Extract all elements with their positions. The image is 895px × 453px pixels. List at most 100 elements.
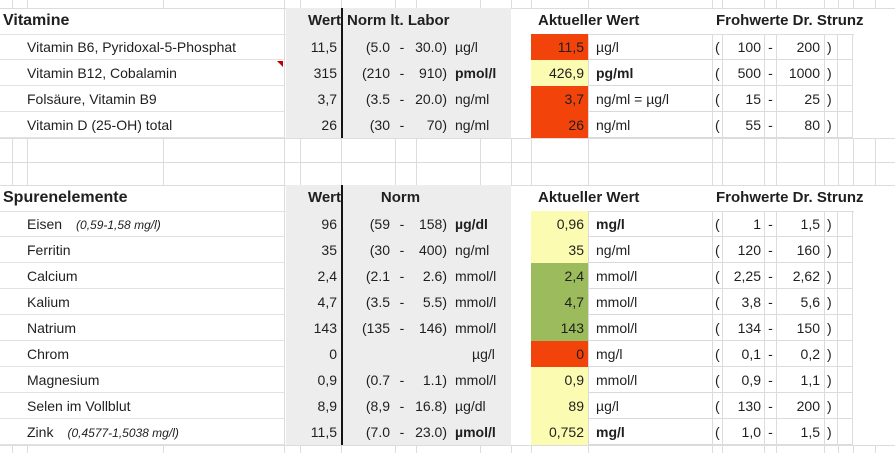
wert-cell[interactable]: 0,9 xyxy=(317,372,337,388)
frohwert-high-cell[interactable]: 80 xyxy=(777,112,825,138)
aktueller-wert-cell[interactable]: 143 xyxy=(531,315,589,341)
frohwert-low-cell[interactable]: 15 xyxy=(723,86,765,112)
norm-low-cell[interactable] xyxy=(343,341,390,367)
aktueller-wert-cell[interactable]: 35 xyxy=(531,237,589,263)
frohwert-low-cell[interactable]: 134 xyxy=(723,315,765,341)
norm-high-cell[interactable]: 23.0) xyxy=(415,424,447,440)
aktueller-unit-cell[interactable]: ng/ml xyxy=(588,237,713,263)
aktueller-unit-cell[interactable]: ng/ml xyxy=(588,112,713,138)
norm-low-cell[interactable]: (8,9 xyxy=(365,398,390,414)
aktueller-unit-cell[interactable]: mg/l xyxy=(588,211,713,237)
norm-low-cell[interactable]: (3.5 xyxy=(365,294,390,310)
column-header-wert[interactable]: Wert xyxy=(307,12,341,29)
norm-unit-cell[interactable]: ng/ml xyxy=(455,117,490,133)
frohwert-high-cell[interactable]: 160 xyxy=(777,237,825,263)
norm-high-cell[interactable] xyxy=(414,341,447,367)
frohwert-low-cell[interactable]: 3,8 xyxy=(723,289,765,315)
wert-cell[interactable]: 2,4 xyxy=(317,268,337,284)
wert-cell[interactable]: 315 xyxy=(313,65,337,81)
wert-cell[interactable]: 4,7 xyxy=(317,294,337,310)
norm-high-cell[interactable]: 146) xyxy=(418,320,447,336)
column-header-wert[interactable]: Wert xyxy=(307,189,341,206)
wert-cell[interactable]: 8,9 xyxy=(317,398,337,414)
row-name-cell[interactable]: Ferritin xyxy=(0,237,284,263)
frohwert-low-cell[interactable]: 100 xyxy=(723,34,765,60)
frohwert-low-cell[interactable]: 130 xyxy=(723,393,765,419)
column-header-norm[interactable]: Norm lt. Labor xyxy=(347,12,450,29)
aktueller-wert-cell[interactable]: 3,7 xyxy=(531,86,589,112)
section-title[interactable]: Vitamine xyxy=(3,12,70,29)
aktueller-unit-cell[interactable]: µg/l xyxy=(588,393,713,419)
frohwert-low-cell[interactable]: 0,1 xyxy=(723,341,765,367)
aktueller-wert-cell[interactable]: 89 xyxy=(531,393,589,419)
row-name-cell[interactable]: Kalium xyxy=(0,289,284,315)
aktueller-unit-cell[interactable]: mmol/l xyxy=(588,315,713,341)
norm-unit-cell[interactable]: µmol/l xyxy=(455,424,496,440)
aktueller-unit-cell[interactable]: µg/l xyxy=(588,34,713,60)
norm-high-cell[interactable]: 2.6) xyxy=(422,268,447,284)
frohwert-low-cell[interactable]: 55 xyxy=(723,112,765,138)
column-header-norm[interactable]: Norm xyxy=(380,189,421,206)
frohwert-high-cell[interactable]: 200 xyxy=(777,393,825,419)
frohwert-high-cell[interactable]: 150 xyxy=(777,315,825,341)
norm-low-cell[interactable]: (5.0 xyxy=(365,39,390,55)
row-name-cell[interactable]: Chrom xyxy=(0,341,284,367)
row-name-cell[interactable]: Magnesium xyxy=(0,367,284,393)
wert-cell[interactable]: 143 xyxy=(313,320,337,336)
norm-high-cell[interactable]: 20.0) xyxy=(415,91,447,107)
norm-low-cell[interactable]: (210 xyxy=(361,65,390,81)
row-name-cell[interactable]: Natrium xyxy=(0,315,284,341)
norm-low-cell[interactable]: (2.1 xyxy=(365,268,390,284)
aktueller-wert-cell[interactable]: 0,752 xyxy=(531,419,589,445)
frohwert-low-cell[interactable]: 120 xyxy=(723,237,765,263)
frohwert-low-cell[interactable]: 1 xyxy=(723,211,765,237)
aktueller-unit-cell[interactable]: mmol/l xyxy=(588,367,713,393)
aktueller-unit-cell[interactable]: pg/ml xyxy=(588,60,713,86)
wert-cell[interactable]: 35 xyxy=(321,242,337,258)
aktueller-unit-cell[interactable]: mmol/l xyxy=(588,289,713,315)
frohwert-high-cell[interactable]: 5,6 xyxy=(777,289,825,315)
aktueller-wert-cell[interactable]: 0,9 xyxy=(531,367,589,393)
row-name-cell[interactable]: Folsäure, Vitamin B9 xyxy=(0,86,284,112)
section-title[interactable]: Spurenelemente xyxy=(3,189,128,206)
norm-high-cell[interactable]: 70) xyxy=(426,117,447,133)
frohwert-high-cell[interactable]: 1,5 xyxy=(777,211,825,237)
aktueller-wert-cell[interactable]: 0,96 xyxy=(531,211,589,237)
frohwert-high-cell[interactable]: 1,5 xyxy=(777,419,825,445)
aktueller-unit-cell[interactable]: mmol/l xyxy=(588,263,713,289)
norm-high-cell[interactable]: 16.8) xyxy=(415,398,447,414)
frohwert-low-cell[interactable]: 2,25 xyxy=(723,263,765,289)
aktueller-wert-cell[interactable]: 0 xyxy=(531,341,589,367)
aktueller-wert-cell[interactable]: 11,5 xyxy=(531,34,589,60)
row-name-cell[interactable]: Vitamin D (25-OH) total xyxy=(0,112,284,138)
norm-high-cell[interactable]: 1.1) xyxy=(422,372,447,388)
frohwert-high-cell[interactable]: 25 xyxy=(777,86,825,112)
norm-high-cell[interactable]: 910) xyxy=(418,65,447,81)
row-name-cell[interactable]: Calcium xyxy=(0,263,284,289)
wert-cell[interactable]: 0 xyxy=(329,346,337,362)
column-header-frohwerte[interactable]: Frohwerte Dr. Strunz xyxy=(716,12,864,29)
norm-unit-cell[interactable]: mmol/l xyxy=(455,372,497,388)
norm-low-cell[interactable]: (59 xyxy=(369,216,390,232)
norm-unit-cell[interactable]: mmol/l xyxy=(455,268,497,284)
frohwert-high-cell[interactable]: 1000 xyxy=(777,60,825,86)
norm-high-cell[interactable]: 30.0) xyxy=(415,39,447,55)
wert-cell[interactable]: 11,5 xyxy=(310,424,337,440)
row-name-cell[interactable]: Vitamin B12, Cobalamin xyxy=(0,60,284,86)
norm-unit-cell[interactable]: µg/l xyxy=(472,346,495,362)
aktueller-unit-cell[interactable]: mg/l xyxy=(588,341,713,367)
norm-unit-cell[interactable]: µg/dl xyxy=(455,216,488,232)
row-name-cell[interactable]: Selen im Vollblut xyxy=(0,393,284,419)
wert-cell[interactable]: 26 xyxy=(321,117,337,133)
norm-unit-cell[interactable]: mmol/l xyxy=(455,320,497,336)
aktueller-wert-cell[interactable]: 2,4 xyxy=(531,263,589,289)
norm-low-cell[interactable]: (7.0 xyxy=(365,424,390,440)
norm-low-cell[interactable]: (135 xyxy=(361,320,390,336)
norm-unit-cell[interactable]: ng/ml xyxy=(455,242,490,258)
frohwert-high-cell[interactable]: 200 xyxy=(777,34,825,60)
frohwert-high-cell[interactable]: 0,2 xyxy=(777,341,825,367)
wert-cell[interactable]: 11,5 xyxy=(310,39,337,55)
norm-unit-cell[interactable]: µg/l xyxy=(455,39,478,55)
row-name-cell[interactable]: Zink (0,4577-1,5038 mg/l) xyxy=(0,419,284,445)
column-header-aktueller-wert[interactable]: Aktueller Wert xyxy=(538,12,640,29)
